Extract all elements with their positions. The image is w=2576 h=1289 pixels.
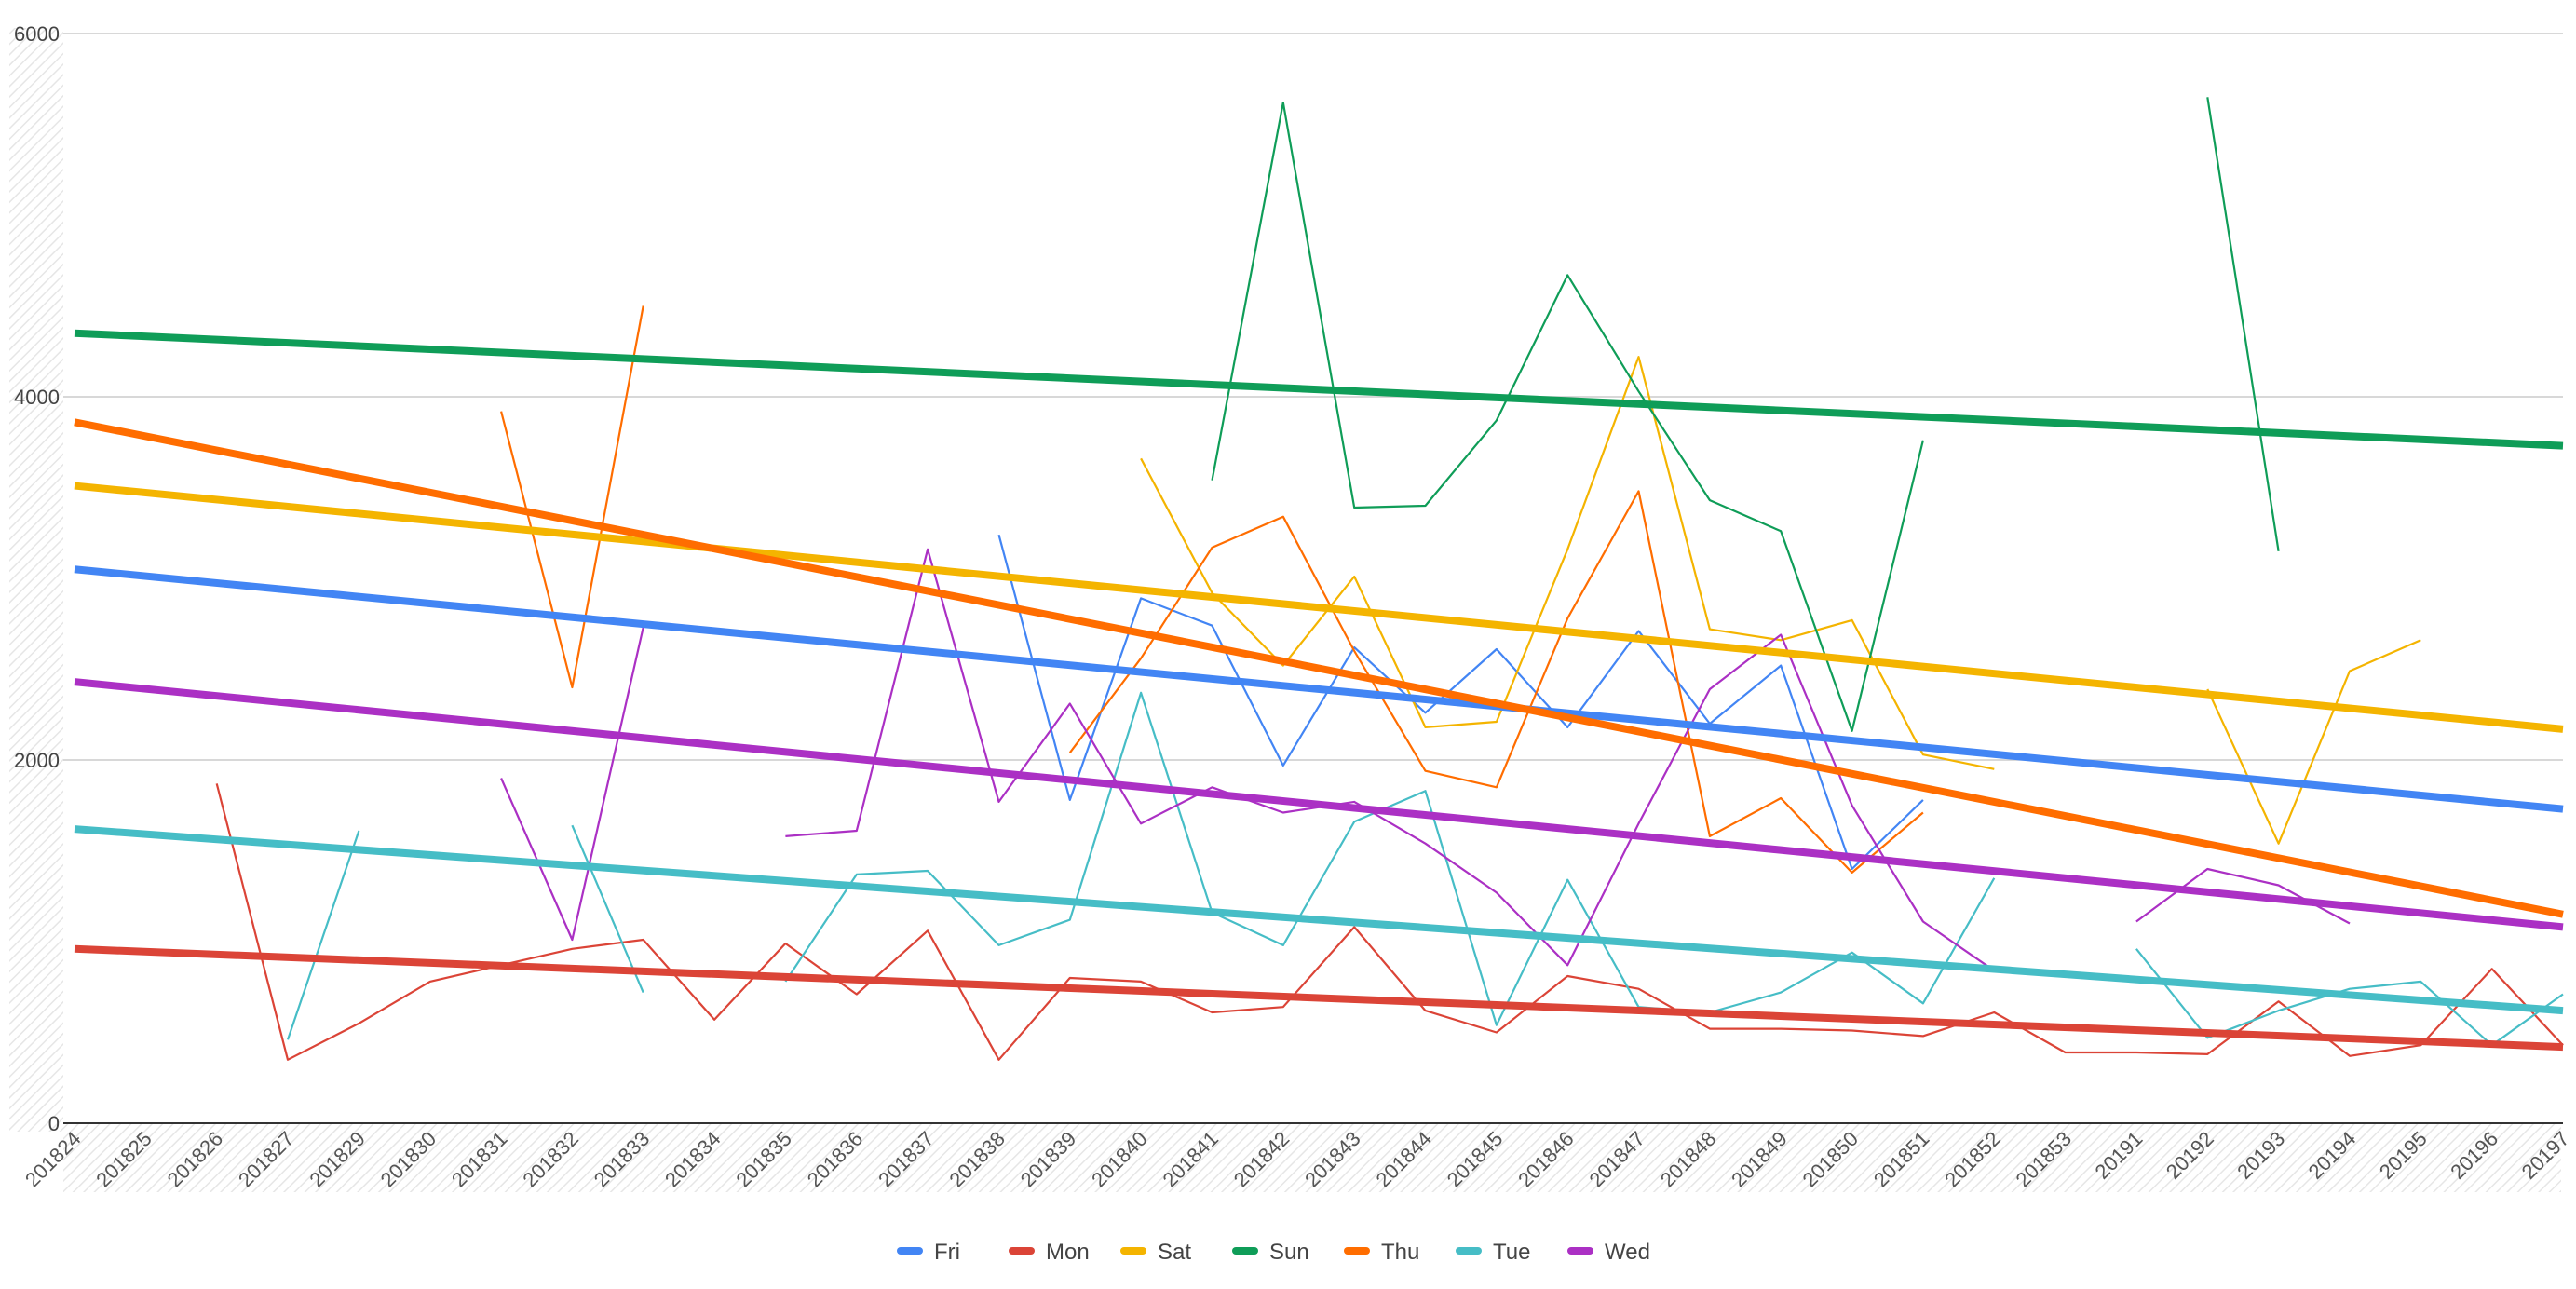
legend-label-wed: Wed <box>1605 1240 1650 1265</box>
series-line-mon <box>215 783 2564 1061</box>
legend-label-sun: Sun <box>1269 1240 1309 1265</box>
legend-swatch-tue <box>1456 1247 1482 1255</box>
legend-swatch-sat <box>1120 1247 1146 1255</box>
trendline-fri <box>74 565 2564 813</box>
x-axis-band <box>63 1122 2561 1192</box>
series-line-tue <box>286 691 2564 1047</box>
legend-label-mon: Mon <box>1046 1240 1090 1265</box>
legend-swatch-mon <box>1009 1247 1035 1255</box>
legend-swatch-wed <box>1567 1247 1593 1255</box>
legend-label-tue: Tue <box>1493 1240 1530 1265</box>
y-tick-label: 4000 <box>14 386 60 409</box>
trendline-mon <box>74 944 2564 1052</box>
y-tick-label: 0 <box>48 1112 60 1135</box>
legend-swatch-fri <box>897 1247 923 1255</box>
trendline-tue <box>74 825 2564 1015</box>
legend-swatch-sun <box>1232 1247 1258 1255</box>
legend-swatch-thu <box>1344 1247 1370 1255</box>
series-layer <box>215 97 2564 1061</box>
trendline-wed <box>74 678 2564 931</box>
trendline-sat <box>74 482 2564 733</box>
legend-label-thu: Thu <box>1381 1240 1419 1265</box>
legend: Fri Mon Sat Sun Thu Tue Wed <box>897 1240 1650 1265</box>
trendline-layer <box>74 329 2564 1052</box>
y-tick-label: 6000 <box>14 22 60 46</box>
legend-label-sat: Sat <box>1158 1240 1191 1265</box>
legend-label-fri: Fri <box>934 1240 960 1265</box>
trendline-sun <box>74 329 2564 450</box>
y-axis: 0 2000 4000 6000 <box>14 22 60 1135</box>
series-line-sun <box>1211 97 2280 732</box>
y-tick-label: 2000 <box>14 749 60 772</box>
y-axis-band <box>9 28 63 1132</box>
grid-lines <box>63 33 2563 1124</box>
trendline-thu <box>74 418 2564 918</box>
